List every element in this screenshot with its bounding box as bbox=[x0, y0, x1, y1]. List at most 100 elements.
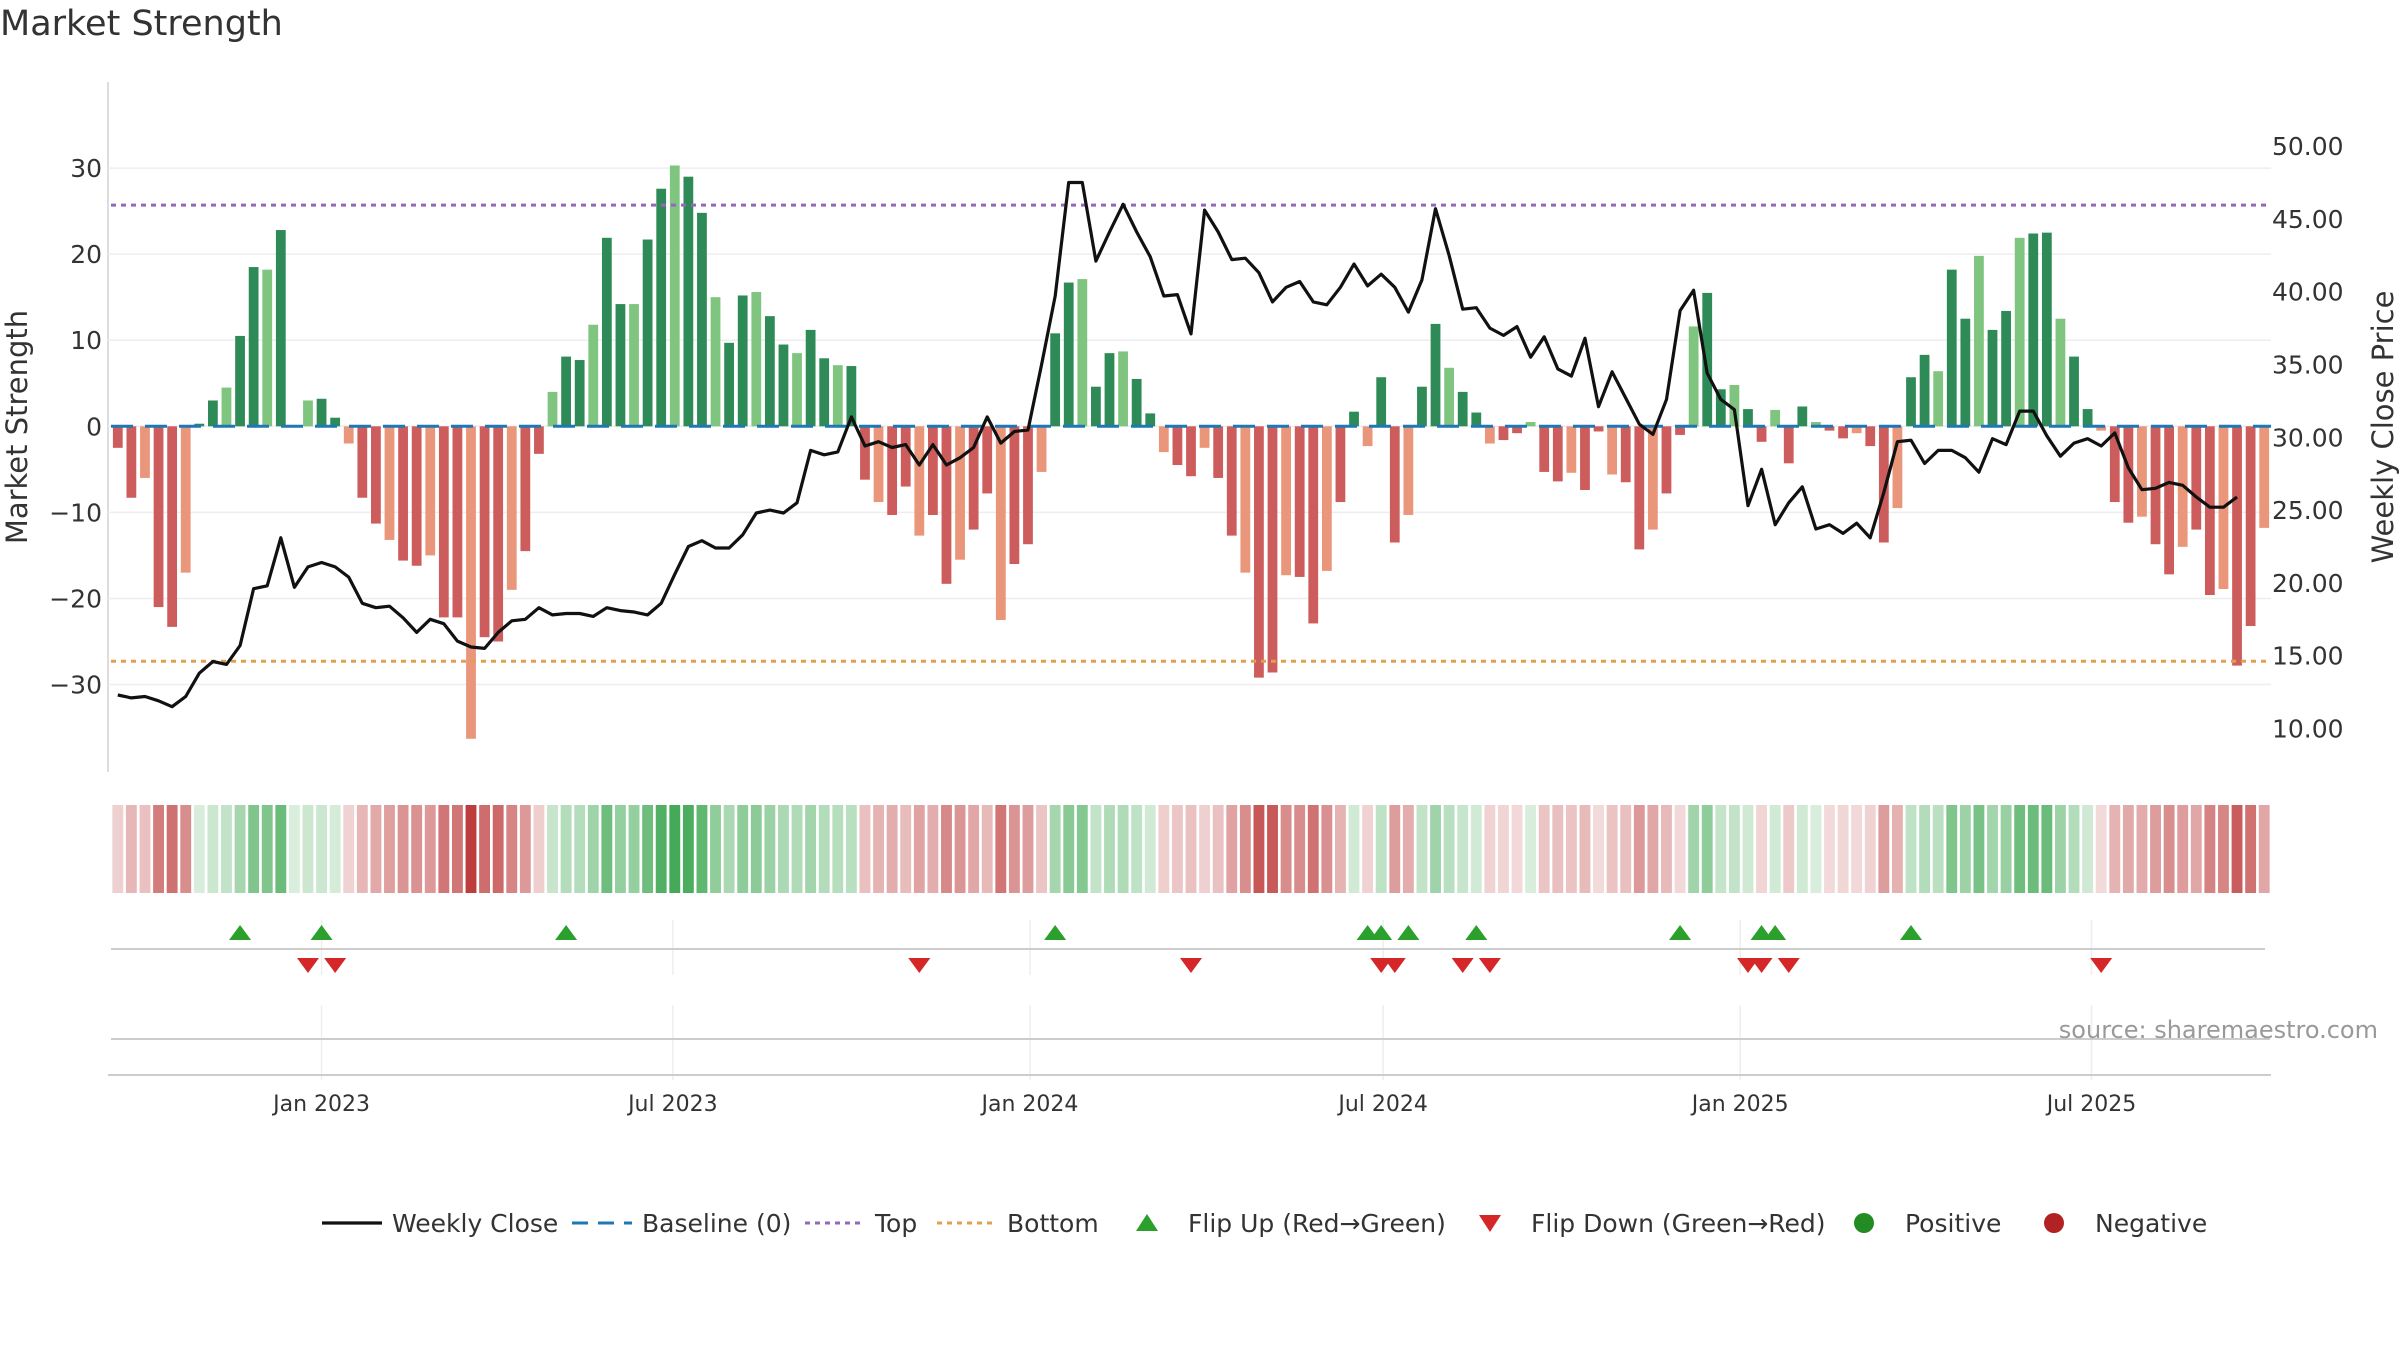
strength-bar bbox=[1960, 318, 1971, 427]
strength-bar bbox=[1634, 426, 1645, 550]
strength-bar bbox=[1471, 412, 1482, 427]
strength-bar bbox=[873, 426, 884, 503]
heat-cell bbox=[1090, 805, 1102, 893]
heat-cell bbox=[1606, 805, 1618, 893]
heat-cell bbox=[886, 805, 898, 893]
strength-bar bbox=[914, 426, 925, 536]
flip-up-marker bbox=[1397, 925, 1420, 940]
strength-bar bbox=[493, 426, 504, 642]
legend-label: Top bbox=[874, 1209, 917, 1238]
x-tick-label: Jan 2024 bbox=[979, 1092, 1078, 1117]
strength-bar bbox=[751, 292, 762, 427]
heat-cell bbox=[900, 805, 912, 893]
heat-cell bbox=[1701, 805, 1713, 893]
strength-bar bbox=[2150, 426, 2161, 545]
strength-bar bbox=[860, 426, 870, 480]
heat-cell bbox=[818, 805, 830, 893]
heat-cell bbox=[845, 805, 857, 893]
strength-bar bbox=[1145, 413, 1156, 427]
strength-bar bbox=[1865, 426, 1876, 447]
strength-bar bbox=[1294, 426, 1305, 577]
heat-cell bbox=[1688, 805, 1700, 893]
heat-cell bbox=[1484, 805, 1496, 893]
strength-bar bbox=[452, 426, 463, 618]
strength-bar bbox=[520, 426, 531, 552]
strength-bar bbox=[561, 356, 571, 427]
x-tick-label: Jan 2025 bbox=[1690, 1092, 1789, 1117]
heat-cell bbox=[1375, 805, 1387, 893]
heat-cell bbox=[1728, 805, 1740, 893]
heat-cell bbox=[411, 805, 423, 893]
heat-cell bbox=[465, 805, 477, 893]
heat-cell bbox=[995, 805, 1007, 893]
strength-bar bbox=[330, 417, 341, 427]
heat-cell bbox=[615, 805, 626, 893]
strength-bar bbox=[1851, 426, 1862, 434]
legend-label: Flip Up (Red→Green) bbox=[1188, 1209, 1446, 1238]
strength-bar bbox=[927, 426, 938, 515]
strength-bar bbox=[955, 426, 965, 560]
strength-bar bbox=[262, 269, 273, 427]
strength-bar bbox=[1539, 426, 1550, 472]
heat-cell bbox=[832, 805, 844, 893]
strength-bar bbox=[1607, 426, 1618, 475]
legend-dot-icon bbox=[2044, 1213, 2064, 1233]
heat-cell bbox=[1362, 805, 1374, 893]
strength-bar bbox=[167, 426, 178, 627]
strength-bar bbox=[1974, 255, 1984, 427]
strength-bar bbox=[697, 212, 707, 427]
heat-cell bbox=[574, 805, 586, 893]
heat-cell bbox=[1117, 805, 1129, 893]
heat-cell bbox=[913, 805, 925, 893]
heat-cell bbox=[1470, 805, 1482, 893]
heat-cell bbox=[655, 805, 667, 893]
strength-bar bbox=[207, 400, 218, 427]
strength-bar bbox=[1729, 384, 1740, 427]
heat-cell bbox=[1185, 805, 1197, 893]
legend-label: Negative bbox=[2095, 1209, 2207, 1238]
heat-cell bbox=[397, 805, 409, 893]
strength-bar bbox=[1743, 409, 1753, 427]
heat-cell bbox=[1891, 805, 1903, 893]
strength-bar bbox=[398, 426, 408, 561]
strength-bar bbox=[2001, 310, 2011, 427]
strength-bar bbox=[1878, 426, 1889, 543]
strength-bar bbox=[1376, 377, 1387, 427]
flip-up-marker bbox=[555, 925, 578, 940]
flip-down-marker bbox=[1750, 958, 1773, 973]
legend-label: Baseline (0) bbox=[642, 1209, 791, 1238]
strength-bar bbox=[248, 267, 259, 427]
strength-bar bbox=[1756, 426, 1767, 442]
heat-cell bbox=[2109, 805, 2121, 893]
flip-down-marker bbox=[1478, 958, 1501, 973]
strength-bar bbox=[1131, 378, 1142, 427]
heat-cell bbox=[1674, 805, 1686, 893]
strength-bar bbox=[1457, 391, 1468, 427]
heat-cell bbox=[1226, 805, 1238, 893]
strength-bar bbox=[1824, 426, 1835, 431]
heat-cell bbox=[384, 805, 395, 893]
strength-bar bbox=[2232, 426, 2242, 666]
strength-bar bbox=[1254, 426, 1264, 678]
heat-cell bbox=[1851, 805, 1863, 893]
legend-item: Weekly Close bbox=[322, 1209, 558, 1238]
strength-bar bbox=[1770, 409, 1781, 427]
heat-cell bbox=[261, 805, 273, 893]
heat-cell bbox=[519, 805, 531, 893]
strength-bar bbox=[2041, 232, 2052, 427]
heat-cell bbox=[302, 805, 314, 893]
y-tick-label: 0 bbox=[86, 412, 102, 441]
heat-cell bbox=[424, 805, 436, 893]
strength-bar bbox=[1906, 377, 1916, 427]
strength-bar bbox=[846, 366, 857, 427]
y-axis-label: Market Strength bbox=[0, 310, 34, 544]
legend-flip-up-icon bbox=[1136, 1214, 1158, 1231]
strength-bar bbox=[1946, 269, 1957, 427]
heat-cell bbox=[628, 805, 640, 893]
heat-cell bbox=[669, 805, 681, 893]
strength-bar bbox=[1335, 426, 1346, 503]
flip-down-marker bbox=[324, 958, 347, 973]
y2-axis-label: Weekly Close Price bbox=[2366, 291, 2400, 564]
heat-cell bbox=[2095, 805, 2107, 893]
strength-bar bbox=[316, 398, 327, 427]
